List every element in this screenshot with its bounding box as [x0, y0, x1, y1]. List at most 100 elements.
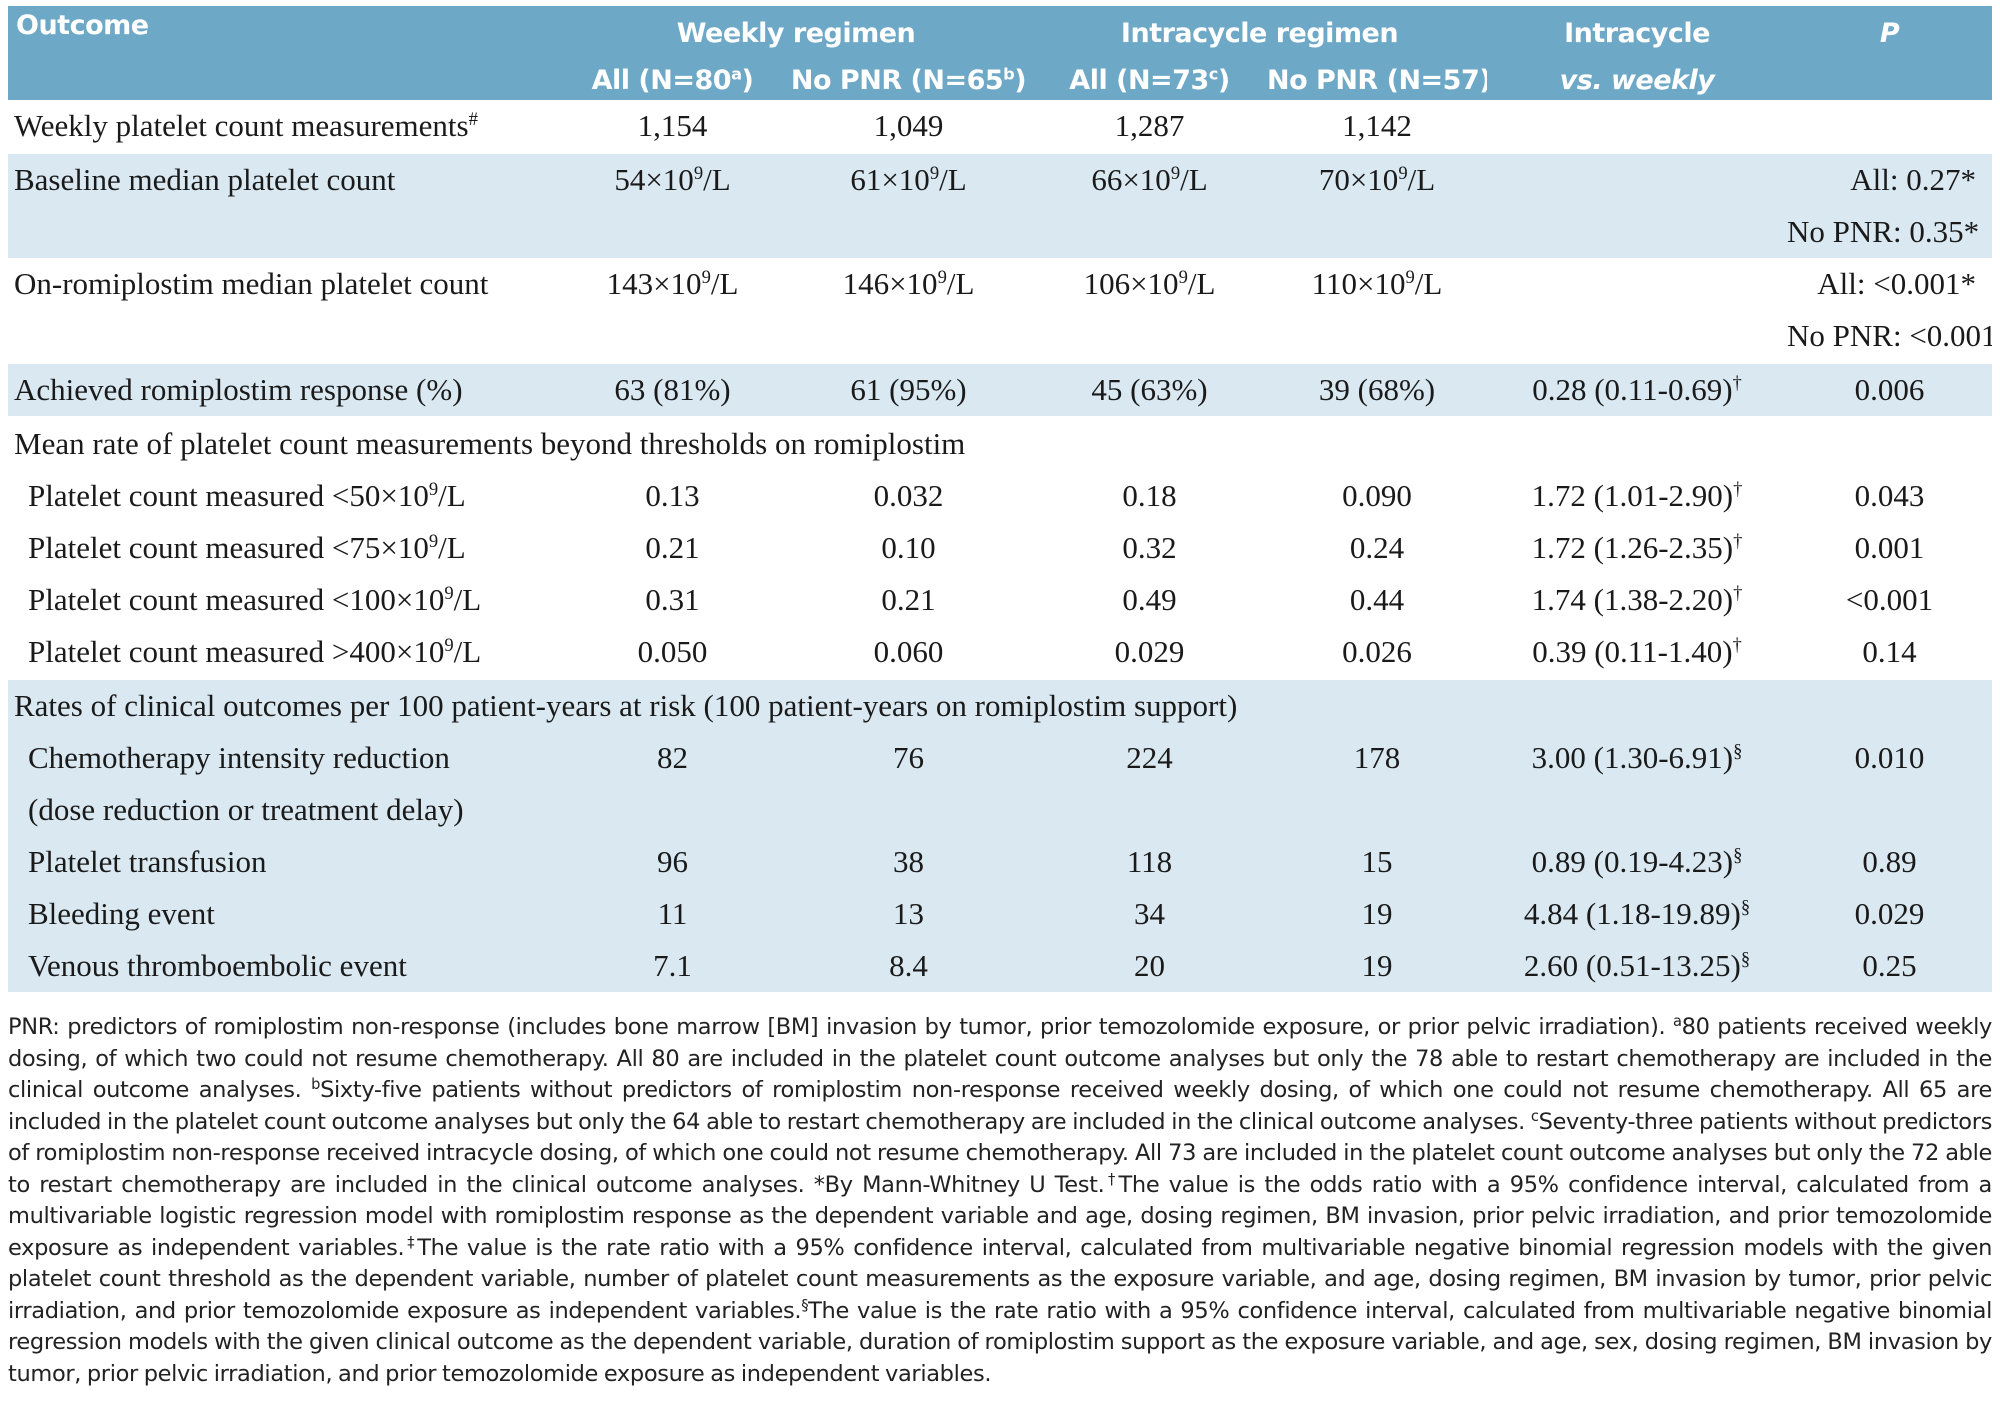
cell-p: 0.001: [1854, 530, 1925, 565]
cell-weekly-nopnr: 76: [785, 732, 1032, 784]
cell-blank: [560, 310, 785, 363]
cell-weekly-all: 143×109/L: [560, 258, 785, 310]
cell-value: 54×10: [614, 162, 694, 197]
cell-weekly-all: 82: [560, 732, 785, 784]
subheader-weekly-nopnr-sup: b: [1003, 63, 1015, 83]
cell-weekly-nopnr: 13: [785, 888, 1032, 940]
cell-comparison: 3.00 (1.30-6.91)§: [1487, 732, 1788, 784]
header-comparison-line2-text: vs. weekly: [1559, 64, 1715, 96]
footnote-mark-b: b: [311, 1075, 321, 1093]
cell-weekly-nopnr: 8.4: [785, 940, 1032, 992]
subheader-blank-p: [1787, 60, 1993, 100]
cell-value: 0.28 (0.11-0.69): [1532, 372, 1733, 407]
table-row: Platelet count measured >400×109/L 0.050…: [8, 626, 1992, 679]
cell-unit: /L: [1407, 162, 1436, 197]
cell-intracycle-all: 224: [1032, 732, 1267, 784]
table-row: Platelet count measured <100×109/L 0.31 …: [8, 574, 1992, 626]
cell-unit: /L: [1180, 162, 1208, 197]
subheader-weekly-nopnr: No PNR (N=65b): [785, 60, 1032, 100]
cell-weekly-all: 63 (81%): [560, 362, 785, 417]
cell-weekly-all: 7.1: [560, 940, 785, 992]
cell-comparison: [1487, 100, 1787, 153]
row-label-exp: 9: [428, 530, 439, 552]
cell-value: 4.84 (1.18-19.89): [1523, 896, 1741, 931]
cell-sup: §: [1733, 844, 1743, 866]
table-row: Baseline median platelet count 54×109/L …: [8, 152, 1993, 206]
subheader-close: ): [741, 64, 754, 96]
cell-value: 146×10: [842, 266, 938, 301]
cell-p: No PNR: <0.001*: [1787, 318, 1993, 353]
results-table: Outcome Weekly regimen Intracycle regime…: [8, 6, 1993, 992]
section-heading-row: Mean rate of platelet count measurements…: [8, 416, 1993, 470]
cell-unit: /L: [1414, 266, 1443, 301]
cell-intracycle-all: 1,287: [1114, 108, 1185, 143]
cell-intracycle-all: 45 (63%): [1032, 362, 1267, 417]
table-row: Platelet transfusion 96 38 118 15 0.89 (…: [8, 836, 1993, 888]
cell-value: 66×10: [1091, 162, 1171, 197]
cell-unit: /L: [710, 266, 739, 301]
row-label: Platelet count measured <100×109/L: [8, 574, 560, 626]
table-row: Chemotherapy intensity reduction 82 76 2…: [8, 732, 1993, 784]
cell-weekly-nopnr: 0.21: [881, 582, 936, 617]
cell-blank: [8, 310, 560, 363]
cell-intracycle-nopnr: 19: [1267, 940, 1488, 992]
footnote-pnr: PNR: predictors of romiplostim non-respo…: [8, 1014, 1674, 1040]
row-label-exp: 9: [444, 634, 454, 656]
footnote-c: Seventy-three patients without predictor…: [8, 1108, 1992, 1198]
cell-weekly-all: 11: [560, 888, 785, 940]
cell-exp: 9: [929, 162, 940, 184]
table-row: Platelet count measured <50×109/L 0.13 0…: [8, 470, 1992, 522]
cell-p: No PNR: 0.35*: [1787, 206, 1993, 258]
cell-weekly-all: 0.050: [637, 634, 708, 669]
header-comparison-line2: vs. weekly: [1487, 60, 1788, 100]
cell-p: 0.14: [1862, 634, 1917, 669]
cell-unit: /L: [946, 266, 975, 301]
cell-value: 3.00 (1.30-6.91): [1531, 740, 1734, 775]
cell-weekly-nopnr: 1,049: [873, 108, 944, 143]
table-footnote: PNR: predictors of romiplostim non-respo…: [8, 1012, 1992, 1390]
cell-blank: [560, 206, 785, 258]
cell-intracycle-all: 118: [1032, 836, 1267, 888]
row-label: Platelet transfusion: [8, 836, 560, 888]
cell-p: 0.029: [1787, 888, 1993, 940]
cell-intracycle-nopnr: 0.44: [1349, 582, 1405, 617]
cell-intracycle-nopnr: 1,142: [1342, 108, 1412, 143]
subheader-intracycle-all-sup: c: [1208, 63, 1219, 83]
subheader-intracycle-all: All (N=73c): [1032, 60, 1267, 100]
cell-intracycle-nopnr: 39 (68%): [1267, 362, 1488, 417]
cell-blank: [1267, 310, 1487, 363]
cell-sup: §: [1740, 896, 1751, 918]
cell-p: <0.001: [1845, 582, 1934, 617]
cell-p: 0.043: [1854, 478, 1925, 513]
cell-comparison: 2.60 (0.51-13.25)§: [1487, 940, 1788, 992]
cell-comparison: 1.74 (1.38-2.20)†: [1487, 574, 1787, 626]
cell-intracycle-all: 0.029: [1114, 634, 1185, 669]
cell-p: 0.25: [1787, 940, 1993, 992]
cell-weekly-nopnr: 0.060: [873, 634, 944, 669]
footnote-b: Sixty-five patients without predictors o…: [8, 1077, 1993, 1135]
cell-value: 1.72 (1.01-2.90): [1531, 478, 1734, 513]
cell-intracycle-nopnr: 70×109/L: [1267, 152, 1488, 206]
row-label-text: Platelet count measured <100×10: [28, 582, 445, 617]
cell-value: 1.74 (1.38-2.20): [1531, 582, 1734, 617]
cell-value: 110×10: [1311, 266, 1406, 301]
cell-sup: †: [1732, 634, 1742, 656]
cell-weekly-all: 96: [560, 836, 785, 888]
table-row: On-romiplostim median platelet count 143…: [8, 258, 1992, 310]
cell-exp: 9: [937, 266, 947, 288]
table-row: Venous thromboembolic event 7.1 8.4 20 1…: [8, 940, 1993, 992]
cell-sup: †: [1732, 372, 1742, 394]
cell-exp: 9: [1178, 266, 1188, 288]
row-label: Weekly platelet count measurements#: [8, 100, 560, 153]
cell-p: [1787, 100, 1992, 153]
subheader-close: ): [1014, 64, 1027, 96]
footnote-a: 80 patients received weekly dosing, of w…: [8, 1014, 1992, 1103]
cell-intracycle-nopnr: 0.026: [1342, 634, 1412, 669]
cell-exp: 9: [1398, 162, 1408, 184]
footnote-mark-double-dagger: ‡: [404, 1233, 418, 1251]
subheader-close: ): [1217, 64, 1230, 96]
cell-value: 143×10: [606, 266, 702, 301]
cell-p: 0.89: [1787, 836, 1993, 888]
row-label: Platelet count measured <75×109/L: [8, 522, 560, 574]
